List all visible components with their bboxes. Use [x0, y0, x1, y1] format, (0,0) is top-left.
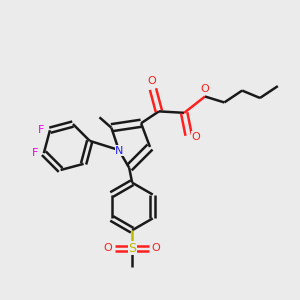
Text: O: O [104, 243, 112, 253]
Text: O: O [152, 243, 161, 253]
Text: S: S [128, 242, 136, 255]
Text: N: N [115, 146, 124, 156]
Text: O: O [147, 76, 156, 86]
Text: F: F [38, 125, 44, 135]
Text: O: O [192, 132, 200, 142]
Text: O: O [201, 84, 209, 94]
Text: F: F [32, 148, 38, 158]
